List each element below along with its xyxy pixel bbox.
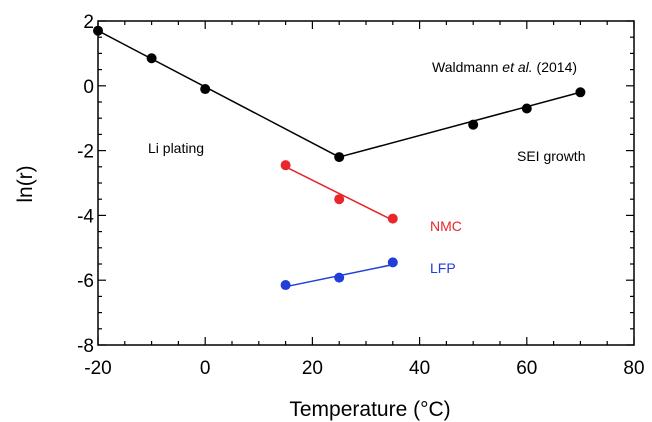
series-0-fit-line (339, 91, 581, 158)
x-tick-label: 20 (302, 358, 323, 379)
y-tick-label: -6 (77, 271, 94, 292)
series-1-point (334, 194, 345, 205)
annotation-li-plating: Li plating (148, 140, 204, 156)
annotation-sei-growth: SEI growth (517, 148, 585, 164)
series-2-point (334, 272, 345, 283)
data-points (93, 25, 586, 291)
y-axis-label: ln(r) (14, 165, 37, 202)
series-0-fit-line (97, 30, 340, 158)
y-tick-label: -8 (77, 336, 94, 357)
series-1-fit-line (285, 166, 394, 221)
series-0-point (200, 84, 211, 95)
y-tick-label: 2 (83, 12, 94, 33)
series-0-point (468, 119, 479, 130)
series-0-point (521, 103, 532, 114)
y-tick-label: 0 (83, 77, 94, 98)
series-0-point (334, 152, 345, 163)
series-2-point (387, 257, 398, 268)
series-0-point (575, 87, 586, 98)
y-tick-label: -2 (77, 142, 94, 163)
x-tick-label: 80 (623, 358, 644, 379)
series-0-point (146, 53, 157, 64)
x-tick-label: -20 (84, 358, 111, 379)
x-axis-label: Temperature (°C) (289, 398, 450, 421)
series-2-point (280, 280, 291, 291)
annotation-source-year: (2014) (533, 59, 577, 75)
series-1-point (280, 160, 291, 171)
annotation-lfp: LFP (430, 260, 456, 276)
series-1-point (387, 213, 398, 224)
x-tick-label: 40 (409, 358, 430, 379)
fit-lines (97, 30, 581, 288)
series-0-point (93, 25, 103, 36)
y-tick-label: -4 (77, 206, 94, 227)
x-tick-label: 60 (516, 358, 537, 379)
annotation-source-etal: et al. (502, 59, 532, 75)
annotation-source: Waldmann et al. (2014) (432, 59, 577, 75)
axes: -20 0 20 40 60 80-8-6-4-202 (77, 12, 644, 379)
annotation-source-authors: Waldmann (432, 59, 502, 75)
annotation-nmc: NMC (430, 218, 462, 234)
x-tick-label: 0 (200, 358, 211, 379)
